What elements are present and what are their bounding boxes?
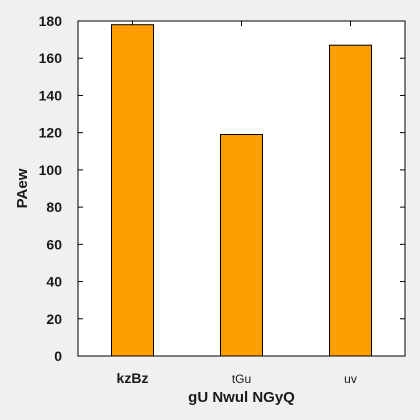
x-tick-label: uv (344, 372, 357, 386)
bar-kzBz (111, 24, 154, 357)
x-axis: kzBz tGu uv (117, 21, 357, 386)
y-tick-label: 40 (46, 274, 62, 290)
y-tick-label: 100 (39, 162, 63, 178)
y-tick-label: 20 (46, 311, 62, 327)
bar-uv (329, 44, 372, 357)
bar-tGu (220, 134, 263, 357)
y-tick-label: 140 (39, 87, 63, 103)
y-tick-label: 0 (54, 348, 62, 364)
y-tick-label: 80 (46, 199, 62, 215)
x-tick-label: tGu (232, 372, 251, 386)
y-tick-label: 120 (39, 125, 63, 141)
y-axis-title: PAew (14, 168, 31, 208)
y-tick-label: 60 (46, 236, 62, 252)
y-axis: 0 20 40 60 80 100 120 140 160 180 (39, 13, 405, 364)
x-tick-label: kzBz (117, 370, 149, 386)
y-tick-label: 160 (39, 50, 63, 66)
y-tick-label: 180 (39, 13, 63, 29)
bars (111, 24, 372, 357)
x-axis-title: gU Nwul NGyQ (188, 389, 295, 406)
